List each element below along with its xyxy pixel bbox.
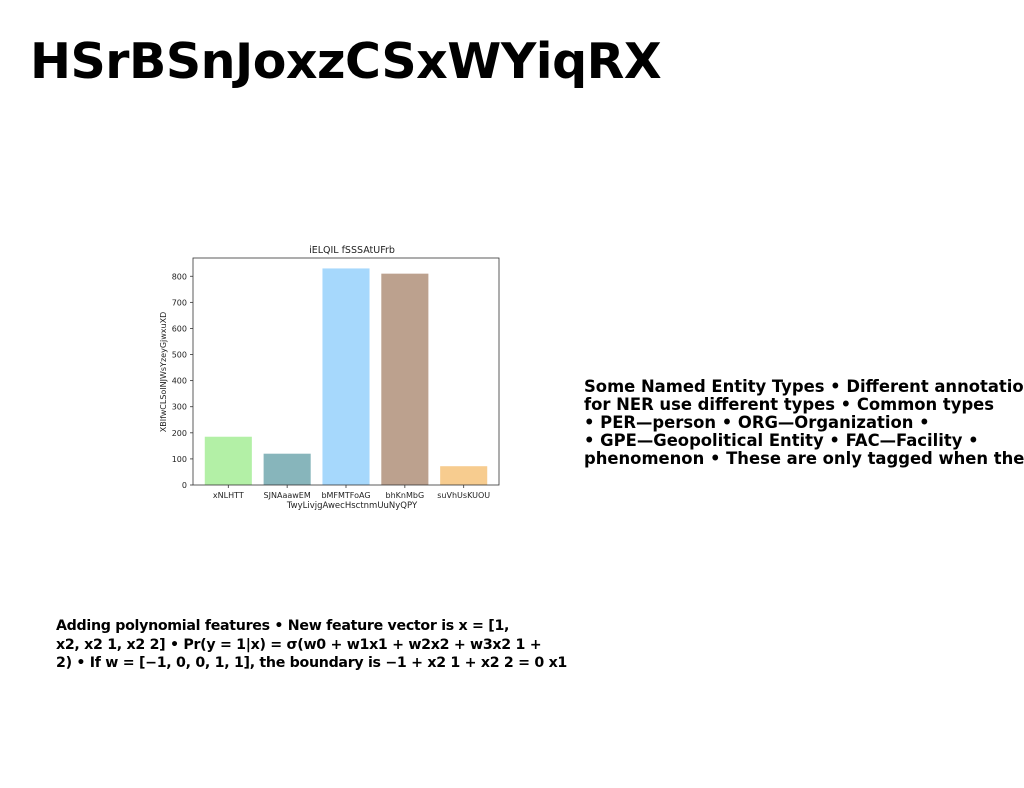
x-axis-ticks: xNLHTT SJNAaawEM bMFMTFoAG bhKnMbG suVhUsKUO…: [213, 485, 490, 500]
y-tick-label: 700: [172, 298, 187, 307]
slide-title: HSrBSnJoxzCSxWYiqRX: [30, 32, 661, 92]
ner-text-line: • GPE—Geopolitical Entity • FAC—Facility…: [584, 432, 1024, 450]
x-tick-label: SJNAaawEM: [264, 491, 311, 500]
y-tick-label: 0: [182, 481, 187, 490]
bar-bMFMTFoAG: [322, 268, 369, 485]
y-tick-label: 500: [172, 351, 187, 360]
x-tick-label: bMFMTFoAG: [321, 491, 370, 500]
y-tick-label: 300: [172, 403, 187, 412]
chart-title: iELQIL fSSSAtUFrb: [309, 245, 395, 256]
y-axis-ticks: 0 100 200 300 400 500 600 700 800: [172, 272, 193, 490]
polynomial-features-text: Adding polynomial features • New feature…: [56, 617, 576, 673]
bar-chart: iELQIL fSSSAtUFrb 0 100 200 300 400 500 600 700…: [150, 236, 520, 526]
ner-text-line: Some Named Entity Types • Different anno…: [584, 378, 1024, 396]
poly-text-line: 2) • If w = [−1, 0, 0, 1, 1], the bounda…: [56, 654, 576, 673]
y-tick-label: 600: [172, 324, 187, 333]
chart-bars: [205, 268, 487, 485]
bar-xNLHTT: [205, 437, 252, 485]
bar-SJNAaawEM: [264, 454, 311, 485]
y-tick-label: 100: [172, 455, 187, 464]
x-tick-label: bhKnMbG: [386, 491, 425, 500]
ner-text-line: phenomenon • These are only tagged when …: [584, 450, 1024, 468]
y-tick-label: 400: [172, 377, 187, 386]
y-tick-label: 200: [172, 429, 187, 438]
y-tick-label: 800: [172, 272, 187, 281]
x-tick-label: suVhUsKUOU: [437, 491, 490, 500]
poly-text-line: Adding polynomial features • New feature…: [56, 617, 576, 636]
x-axis-label: TwyLivjgAwecHsctnmUuNyQPY: [286, 501, 418, 511]
ner-text-line: for NER use different types • Common typ…: [584, 396, 1024, 414]
bar-bhKnMbG: [381, 274, 428, 485]
x-tick-label: xNLHTT: [213, 491, 244, 500]
bar-suVhUsKUOU: [440, 466, 487, 485]
bar-chart-svg: iELQIL fSSSAtUFrb 0 100 200 300 400 500 600 700…: [150, 236, 520, 526]
y-axis-label: XBIfwCLSoINJWsYzeyGjwxuXD: [159, 312, 168, 433]
ner-text-line: • PER—person • ORG—Organization •: [584, 414, 1024, 432]
ner-types-text: Some Named Entity Types • Different anno…: [584, 378, 1024, 468]
poly-text-line: x2, x2 1, x2 2] • Pr(y = 1|x) = σ(w0 + w…: [56, 636, 576, 655]
